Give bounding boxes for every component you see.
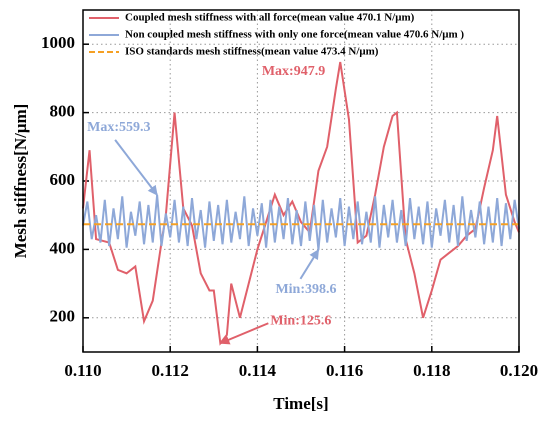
annotation: Min:398.6	[275, 282, 336, 297]
y-tick-label: 400	[50, 238, 76, 257]
annotation-arrow	[219, 322, 269, 345]
y-tick-label: 1000	[41, 33, 75, 52]
x-tick-label: 0.118	[413, 361, 450, 380]
x-tick-label: 0.120	[500, 361, 538, 380]
x-axis-label: Time[s]	[273, 394, 328, 413]
y-tick-label: 800	[50, 102, 76, 121]
legend-label: Non coupled mesh stiffness with only one…	[125, 29, 464, 41]
y-tick-label: 200	[50, 307, 76, 326]
plot-frame	[82, 9, 520, 353]
x-tick-label: 0.112	[152, 361, 189, 380]
annotation-arrow	[299, 249, 320, 280]
y-axis-label: Mesh stiffness[N/μm]	[11, 104, 30, 259]
annotation-arrow	[114, 139, 158, 196]
legend-label: Coupled mesh stiffness with all force(me…	[125, 12, 415, 24]
x-tick-label: 0.114	[239, 361, 277, 380]
legend-label: ISO standards mesh stiffness(mean value …	[125, 46, 379, 58]
annotation: Max:947.9	[262, 64, 325, 79]
annotation: Min:125.6	[270, 313, 331, 328]
series-line	[82, 61, 520, 346]
x-tick-label: 0.116	[326, 361, 363, 380]
x-tick-label: 0.110	[64, 361, 101, 380]
series-line	[82, 194, 520, 250]
y-tick-label: 600	[50, 170, 76, 189]
annotation: Max:559.3	[87, 120, 150, 135]
